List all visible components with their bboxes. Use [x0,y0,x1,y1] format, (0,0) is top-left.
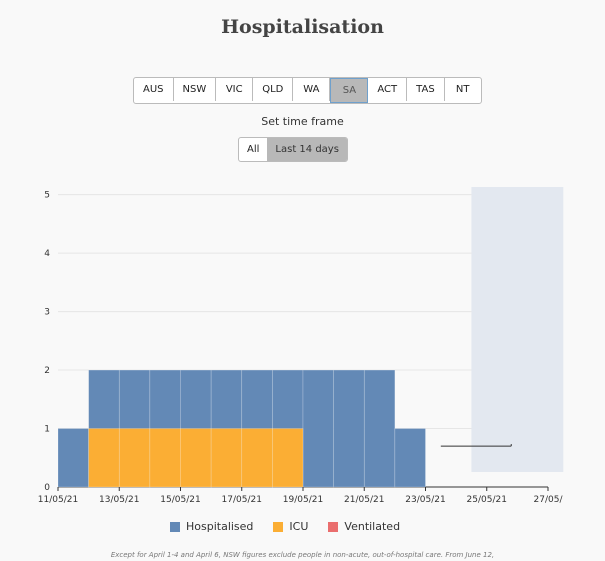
footnote: Except for April 1-4 and April 6, NSW fi… [110,551,495,559]
x-tick-label: 19/05/21 [283,495,323,505]
bar-hospitalised [394,428,426,488]
legend-swatch [170,521,180,532]
timeframe-tab-all[interactable]: All [247,144,260,155]
bar-hospitalised [333,369,365,488]
x-tick-label: 21/05/21 [344,495,384,505]
y-tick-label: 3 [44,308,50,318]
bar-hospitalised [57,428,89,488]
state-tabs: AUS NSW VIC QLD WA SA ACT TAS NT [133,77,482,104]
shaded-region [471,187,564,472]
bar-icu [272,428,304,488]
state-tab-act[interactable]: ACT [368,78,408,101]
state-tab-tas[interactable]: TAS [407,78,445,101]
y-tick-label: 4 [44,249,50,259]
state-tab-nt[interactable]: NT [455,84,470,95]
y-tick-label: 5 [44,191,50,201]
x-tick-label: 15/05/21 [160,495,200,505]
legend-label: ICU [289,520,309,533]
bar-icu [180,428,212,488]
x-tick-label: 11/05/21 [38,495,78,505]
bar-icu [241,428,273,488]
legend-item-icu[interactable]: ICU [273,520,308,533]
state-tab-nsw[interactable]: NSW [174,78,217,101]
timeframe-label: Set time frame [261,115,344,128]
bar-icu [118,428,151,488]
state-tab-aus[interactable]: AUS [134,78,174,101]
state-tab-wa[interactable]: WA [293,78,331,101]
state-tab-qld[interactable]: QLD [253,78,294,101]
x-tick-label: 23/05/21 [405,495,445,505]
bar-icu [149,428,181,488]
legend-swatch [273,521,284,532]
legend-swatch [328,521,339,532]
x-tick-label: 17/05/21 [222,495,262,505]
state-tab-sa[interactable]: SA [330,78,369,103]
y-tick-label: 2 [44,366,50,376]
legend-item-ventilated[interactable]: Ventilated [328,520,400,533]
bar-hospitalised [302,369,334,488]
bar-hospitalised [363,369,396,488]
x-tick-label: 27/05/ [534,495,564,505]
state-tab-vic[interactable]: VIC [216,78,254,101]
legend: Hospitalised ICU Ventilated [170,520,400,533]
x-tick-label: 25/05/21 [467,495,507,505]
legend-item-hospitalised[interactable]: Hospitalised [170,520,253,533]
y-tick-label: 0 [44,483,50,493]
hospitalisation-chart: 0 1 2 3 4 5 11/05/21 13/05/21 15/05/21 17/05/21 19… [38,187,564,505]
timeframe-tabs: All Last 14 days [238,137,348,162]
x-tick-label: 13/05/21 [99,495,139,505]
timeframe-tab-last-14-days[interactable]: Last 14 days [267,138,347,161]
y-tick-label: 1 [44,425,50,435]
bar-icu [88,428,120,488]
bar-icu [210,428,243,488]
chart-title: Hospitalisation [221,16,384,38]
legend-label: Ventilated [344,520,401,533]
legend-label: Hospitalised [186,520,254,533]
